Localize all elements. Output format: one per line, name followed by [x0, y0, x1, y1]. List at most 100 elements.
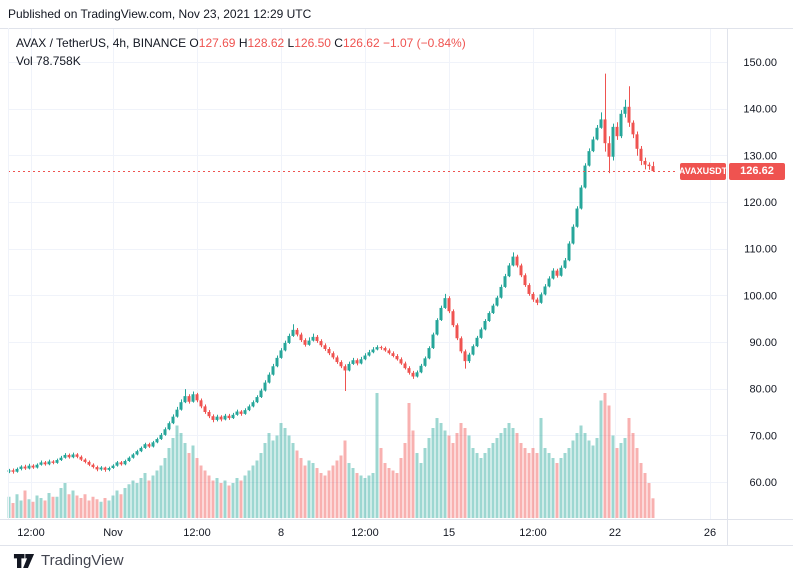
- candle-body: [335, 357, 339, 363]
- volume-bar: [43, 500, 47, 518]
- volume-bar: [483, 453, 487, 518]
- candle-body: [547, 278, 551, 287]
- candle-body: [595, 127, 599, 140]
- chart-legend[interactable]: AVAX / TetherUS, 4h, BINANCE O127.69 H12…: [16, 36, 466, 50]
- candle-body: [391, 353, 395, 356]
- candle-body: [123, 460, 127, 465]
- candle-body: [535, 299, 539, 303]
- time-axis[interactable]: 12:00 Nov 12:00 8 12:00 15 12:00 22 26: [17, 527, 716, 539]
- volume-bar: [579, 425, 583, 518]
- volume-bar: [243, 475, 247, 518]
- volume-bar: [603, 393, 607, 518]
- volume-bar: [503, 428, 507, 518]
- candle-body: [395, 355, 399, 360]
- candle-body: [115, 462, 119, 466]
- volume-bar: [67, 494, 71, 518]
- candle-body: [219, 416, 223, 420]
- candle-body: [639, 148, 643, 161]
- candle-body: [243, 410, 247, 414]
- candle-body: [419, 365, 423, 373]
- volume-bar: [411, 430, 415, 518]
- candle-body: [651, 166, 655, 172]
- candle-body: [203, 406, 207, 412]
- volume-bar: [27, 499, 31, 518]
- volume-label: Vol: [16, 54, 33, 68]
- volume-legend[interactable]: Vol 78.758K: [16, 54, 81, 68]
- candle-body: [151, 442, 155, 447]
- tradingview-logo-icon: [13, 553, 35, 568]
- volume-bar: [371, 473, 375, 518]
- candle-body: [443, 298, 447, 308]
- volume-bar: [519, 443, 523, 518]
- candle-body: [631, 122, 635, 135]
- candle-body: [279, 350, 283, 358]
- volume-bar: [315, 468, 319, 518]
- candle-body: [375, 347, 379, 350]
- candle-body: [415, 372, 419, 377]
- candle-body: [643, 160, 647, 165]
- volume-bar: [467, 435, 471, 518]
- x-axis-label: 8: [278, 527, 284, 539]
- volume-bar: [415, 453, 419, 518]
- candle-body: [459, 338, 463, 352]
- volume-bar: [531, 448, 535, 518]
- candle-body: [447, 298, 451, 312]
- candle-body: [43, 462, 47, 465]
- legend-change: −1.07 (−0.84%): [382, 36, 466, 50]
- volume-bar: [443, 430, 447, 518]
- volume-bar: [239, 480, 243, 518]
- candle-body: [531, 293, 535, 300]
- candle-body: [147, 444, 151, 447]
- candle-body: [107, 467, 111, 470]
- legend-symbol[interactable]: AVAX / TetherUS, 4h, BINANCE: [16, 36, 187, 50]
- volume-bar: [175, 425, 179, 518]
- legend-open-value: 127.69: [198, 36, 236, 50]
- candle-body: [611, 126, 615, 157]
- candle-body: [159, 434, 163, 440]
- candle-body: [55, 460, 59, 463]
- footer-branding[interactable]: TradingView: [13, 552, 124, 569]
- candle-body: [195, 394, 199, 401]
- volume-bar: [83, 494, 87, 518]
- candle-body: [207, 411, 211, 417]
- candle-body: [135, 451, 139, 455]
- volume-bar: [511, 428, 515, 518]
- volume-bar: [439, 423, 443, 518]
- candle-body: [67, 454, 71, 458]
- candle-body: [47, 461, 51, 465]
- volume-bar: [219, 483, 223, 518]
- volume-bar: [379, 448, 383, 518]
- axis-borders: [0, 28, 793, 546]
- volume-bar: [307, 460, 311, 518]
- volume-bar: [403, 443, 407, 518]
- candle-body: [603, 119, 607, 144]
- candle-body: [227, 415, 231, 419]
- candle-body: [75, 454, 79, 457]
- candle-body: [423, 358, 427, 366]
- candle-body: [191, 394, 195, 402]
- price-axis[interactable]: 60.00 70.00 80.00 90.00 100.00 110.00 120.00 13…: [743, 57, 777, 489]
- y-axis-label: 60.00: [749, 477, 777, 489]
- candle-body: [455, 325, 459, 339]
- volume-bar: [15, 494, 19, 518]
- candle-body: [259, 390, 263, 398]
- legend-high-value: 128.62: [247, 36, 285, 50]
- volume-bar: [619, 443, 623, 518]
- candle-body: [111, 465, 115, 468]
- x-axis-label: 12:00: [351, 527, 379, 539]
- volume-bar: [355, 473, 359, 518]
- volume-bar: [423, 448, 427, 518]
- volume-bar: [407, 403, 411, 518]
- candle-body: [63, 454, 67, 458]
- volume-bar: [123, 488, 127, 518]
- volume-bar: [171, 438, 175, 518]
- candle-body: [71, 454, 75, 458]
- volume-bar: [583, 433, 587, 518]
- volume-bar: [647, 483, 651, 518]
- x-axis-label: Nov: [103, 527, 123, 539]
- volume-bar: [515, 433, 519, 518]
- candle-body: [295, 329, 299, 335]
- candle-body: [131, 454, 135, 458]
- legend-close-label: C: [334, 36, 343, 50]
